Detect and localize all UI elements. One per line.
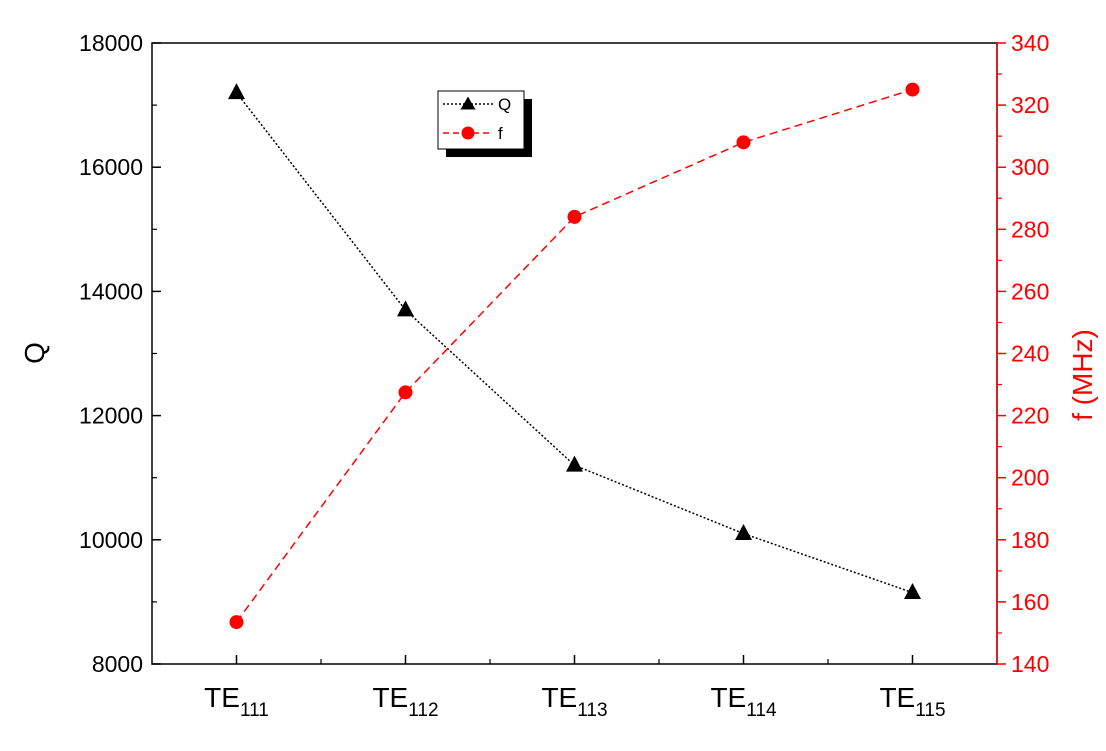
y-right-title: f (MHz) xyxy=(1067,329,1098,421)
series-layer xyxy=(228,82,921,630)
y-right-tick-label: 240 xyxy=(1011,341,1049,367)
series-line-Q xyxy=(235,92,913,594)
data-point-Q xyxy=(397,300,414,317)
y-left-tick-label: 8000 xyxy=(92,651,143,677)
data-point-f xyxy=(229,615,244,630)
y-right-tick-label: 320 xyxy=(1011,92,1049,118)
data-point-f xyxy=(736,135,751,150)
data-point-Q xyxy=(904,582,921,599)
x-tick-label-subscript: 115 xyxy=(915,700,945,721)
legend-box xyxy=(437,90,525,150)
data-point-f xyxy=(398,385,413,400)
x-tick-label: TE111 xyxy=(204,682,269,721)
legend-q-marker xyxy=(460,96,476,110)
y-right-tick-label: 140 xyxy=(1011,651,1049,677)
y-right-tick-label: 280 xyxy=(1011,216,1049,242)
y-right-tick-label: 260 xyxy=(1011,278,1049,304)
y-left-tick-label: 10000 xyxy=(79,527,143,553)
y-right-tick-label: 180 xyxy=(1011,527,1049,553)
x-tick-label: TE112 xyxy=(372,682,438,721)
y-left-tick-label: 14000 xyxy=(79,278,143,304)
y-right-tick-label: 160 xyxy=(1011,589,1049,615)
x-tick-label-subscript: 114 xyxy=(746,700,777,721)
series-line-f xyxy=(235,88,913,623)
x-tick-label-subscript: 111 xyxy=(240,700,269,721)
x-tick-label: TE113 xyxy=(541,682,607,721)
legend-q-label: Q xyxy=(498,95,511,114)
left-axis-ticks: 8000 10000 12000 14000 16000 18000 xyxy=(79,30,161,677)
data-point-Q xyxy=(735,523,752,540)
x-tick-label: TE115 xyxy=(879,682,945,721)
x-tick-label: TE114 xyxy=(710,682,777,721)
plot-frame xyxy=(151,42,998,665)
legend: Q f xyxy=(437,90,532,157)
right-axis-ticks: 140 160 180 200 220 240 260 280 300 320 340 xyxy=(997,30,1049,677)
data-point-f xyxy=(567,209,582,224)
y-left-title: Q xyxy=(19,342,50,364)
y-left-tick-label: 16000 xyxy=(79,154,143,180)
y-right-tick-label: 200 xyxy=(1011,465,1049,491)
x-tick-label-subscript: 112 xyxy=(408,700,438,721)
data-point-Q xyxy=(228,83,245,100)
y-right-tick-label: 340 xyxy=(1011,30,1049,56)
x-axis-ticks: TE111 TE112 TE113 TE114 TE115 xyxy=(204,655,946,721)
y-right-tick-label: 300 xyxy=(1011,154,1049,180)
y-right-tick-label: 220 xyxy=(1011,403,1049,429)
data-point-f xyxy=(905,82,920,97)
y-left-tick-label: 18000 xyxy=(79,30,143,56)
data-point-Q xyxy=(566,455,583,472)
legend-f-label: f xyxy=(498,124,503,143)
x-tick-label-subscript: 113 xyxy=(577,700,607,721)
legend-f-marker xyxy=(461,126,475,140)
y-left-tick-label: 12000 xyxy=(79,403,143,429)
